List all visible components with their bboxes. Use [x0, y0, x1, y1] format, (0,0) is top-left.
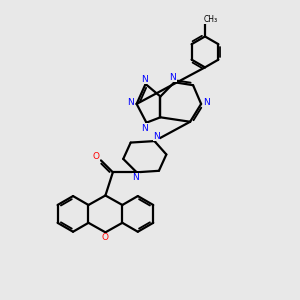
Text: O: O	[102, 233, 109, 242]
Text: N: N	[203, 98, 210, 107]
Text: N: N	[127, 98, 134, 107]
Text: O: O	[93, 152, 100, 161]
Text: CH₃: CH₃	[203, 15, 218, 24]
Text: N: N	[142, 124, 148, 133]
Text: N: N	[153, 131, 160, 140]
Text: N: N	[141, 75, 147, 84]
Text: N: N	[132, 173, 139, 182]
Text: N: N	[169, 73, 176, 82]
